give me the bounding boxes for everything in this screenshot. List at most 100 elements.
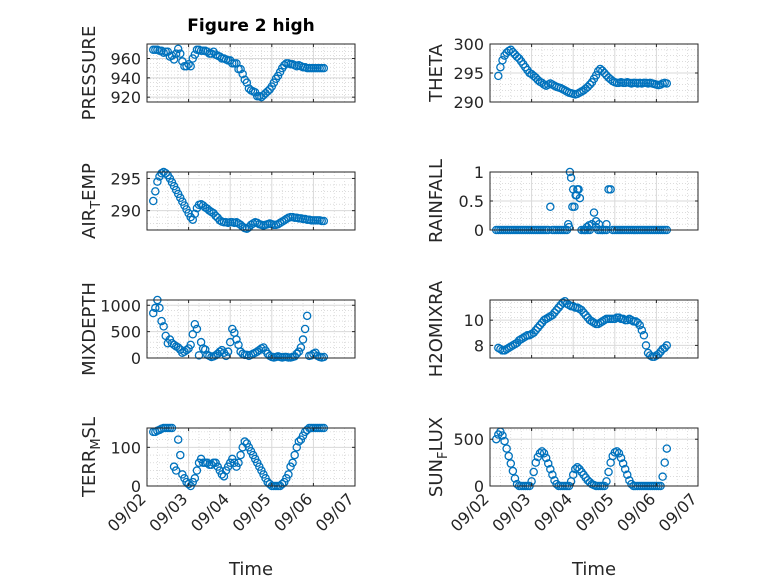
data-point bbox=[176, 450, 185, 460]
data-point bbox=[215, 347, 225, 356]
y-axis-label: MIXDEPTH bbox=[79, 282, 100, 376]
y-axis-label: THETA bbox=[426, 43, 447, 103]
data-point bbox=[535, 320, 545, 330]
x-tick-label: 09/02 bbox=[447, 489, 493, 535]
data-point bbox=[153, 177, 162, 186]
y-axis-label-main: RAINFALL bbox=[426, 159, 447, 243]
x-tick-label: 09/02 bbox=[104, 489, 150, 535]
data-point bbox=[660, 458, 669, 467]
y-axis-label-main: H2OMIXRA bbox=[426, 280, 447, 377]
data-point bbox=[182, 345, 191, 355]
data-point bbox=[148, 308, 158, 318]
data-point bbox=[319, 352, 329, 362]
data-point bbox=[502, 444, 511, 453]
data-point bbox=[498, 55, 507, 65]
y-axis-label-rest: EMP bbox=[79, 163, 100, 201]
y-axis-label-main: TERR bbox=[79, 450, 100, 498]
data-point bbox=[232, 218, 241, 227]
data-point bbox=[211, 211, 220, 221]
data-point bbox=[585, 80, 595, 89]
data-point bbox=[290, 352, 299, 361]
y-axis-label: PRESSURE bbox=[79, 26, 100, 121]
data-point bbox=[277, 217, 287, 226]
data-point bbox=[238, 69, 247, 79]
y-axis-label: TERRMSL bbox=[79, 417, 104, 498]
data-point bbox=[623, 470, 632, 480]
y-tick-label: 10 bbox=[464, 311, 484, 330]
data-point bbox=[190, 50, 200, 59]
data-point bbox=[302, 311, 312, 321]
x-tick-label: 09/03 bbox=[488, 489, 534, 535]
y-axis-label-subscript: F bbox=[436, 452, 451, 459]
data-point bbox=[541, 453, 551, 463]
subplot-7: 0100TERRMSL09/0209/0309/0409/0509/0609/0… bbox=[79, 417, 358, 535]
data-point bbox=[161, 169, 170, 178]
data-point bbox=[564, 222, 574, 232]
data-point bbox=[591, 71, 601, 80]
data-point bbox=[637, 326, 647, 335]
y-tick-label: 500 bbox=[453, 430, 484, 449]
y-tick-label: 295 bbox=[110, 169, 141, 188]
data-point bbox=[280, 61, 289, 70]
data-point bbox=[236, 450, 245, 460]
data-markers bbox=[148, 44, 329, 102]
data-point bbox=[606, 185, 615, 194]
data-point bbox=[300, 324, 310, 334]
y-tick-label: 500 bbox=[110, 323, 141, 342]
y-axis-label-main: SUN bbox=[426, 459, 447, 497]
data-point bbox=[535, 449, 545, 458]
data-point bbox=[255, 345, 264, 355]
data-point bbox=[662, 444, 672, 453]
data-point bbox=[171, 49, 181, 58]
y-tick-label: 920 bbox=[110, 88, 141, 107]
data-point bbox=[173, 343, 183, 352]
data-point bbox=[155, 303, 164, 313]
axes-frame bbox=[489, 427, 699, 487]
y-tick-label: 1000 bbox=[100, 296, 141, 315]
x-axis-label-left: Time bbox=[228, 559, 273, 580]
data-point bbox=[579, 308, 588, 317]
data-point bbox=[602, 219, 611, 229]
x-tick-label: 09/05 bbox=[572, 489, 618, 535]
data-point bbox=[548, 310, 557, 320]
data-point bbox=[173, 44, 183, 54]
subplot-4: 0 0.5 1 RAINFALL bbox=[426, 159, 699, 243]
data-point bbox=[573, 463, 582, 472]
axes-frame bbox=[146, 43, 356, 103]
data-point bbox=[292, 349, 302, 359]
data-point bbox=[319, 216, 329, 226]
data-point bbox=[568, 202, 577, 212]
data-point bbox=[284, 470, 293, 479]
data-point bbox=[498, 431, 507, 440]
data-point bbox=[182, 61, 191, 71]
x-tick-label: 09/06 bbox=[613, 489, 659, 535]
data-point bbox=[288, 458, 297, 468]
y-axis-label-rest: SL bbox=[79, 417, 100, 438]
data-point bbox=[554, 303, 563, 312]
data-markers bbox=[148, 295, 329, 362]
data-point bbox=[217, 345, 227, 355]
y-tick-label: 0 bbox=[474, 221, 484, 240]
data-point bbox=[510, 474, 520, 483]
data-point bbox=[292, 443, 302, 452]
subplot-8: 0500SUNFLUX09/0209/0309/0409/0509/0609/0… bbox=[426, 417, 701, 536]
data-point bbox=[236, 64, 245, 74]
axes-frame bbox=[146, 299, 356, 359]
data-point bbox=[618, 459, 628, 468]
data-point bbox=[508, 466, 518, 476]
y-tick-label: 8 bbox=[474, 336, 484, 355]
data-point bbox=[296, 343, 306, 352]
data-point bbox=[319, 63, 329, 73]
data-point bbox=[171, 466, 181, 475]
data-point bbox=[512, 52, 522, 62]
data-point bbox=[190, 209, 200, 219]
data-point bbox=[506, 45, 516, 55]
data-point bbox=[612, 447, 622, 456]
data-point bbox=[176, 49, 185, 58]
data-point bbox=[633, 318, 642, 327]
data-point bbox=[529, 328, 538, 338]
data-point bbox=[543, 459, 553, 468]
data-point bbox=[203, 47, 212, 56]
